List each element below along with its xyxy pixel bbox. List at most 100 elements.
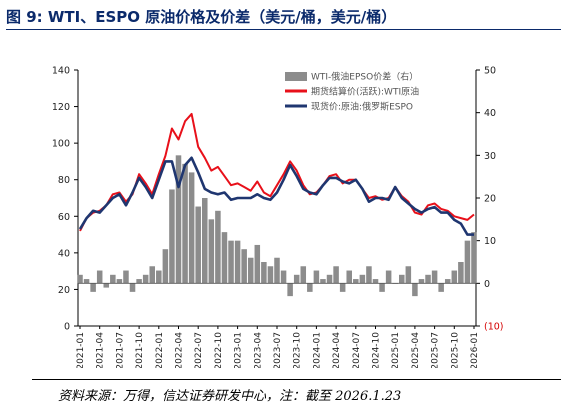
legend-swatch-spread [285,72,307,81]
x-tick-label: 2025-04 [411,332,421,368]
spread-bar [444,279,451,284]
x-tick-label: 2023-10 [293,332,303,368]
spread-bar [431,270,438,284]
right-tick-label: (10) [484,322,504,333]
right-tick-label: 10 [484,236,496,247]
spread-bar [458,262,464,284]
right-tick-label: 0 [484,279,490,290]
spread-bar [228,240,234,284]
legend: WTI-俄油EPSO价差（右） 期货结算价(活跃):WTI原油现货价:原油:俄罗斯… [285,71,419,113]
spread-bars [77,155,477,297]
spread-bar [339,283,346,292]
left-axis: 0 20 40 60 80 100 120 140 [52,66,79,333]
spread-bar [110,274,116,284]
right-tick-label: 50 [484,66,496,77]
right-tick-label: 30 [484,151,496,162]
spread-bar [215,210,221,284]
spread-bar [261,262,267,284]
footer-divider [32,379,561,380]
spread-bar [287,283,293,297]
x-tick-label: 2021-01 [76,332,86,368]
spread-bar [293,274,300,284]
left-tick-label: 0 [64,322,70,333]
x-tick-label: 2024-04 [332,332,342,368]
right-tick-label: 20 [484,194,496,205]
spread-bar [267,266,274,284]
spread-bar [280,270,287,284]
x-tick-label: 2022-04 [175,332,185,368]
x-tick-label: 2026-01 [470,332,480,368]
spread-bar [451,270,458,284]
spread-bar [425,274,431,284]
x-axis: 2021-01 2021-04 2021-07 2021-10 2022-01 2022-… [76,325,480,368]
x-tick-label: 2025-07 [431,332,441,368]
spread-bar [346,270,352,284]
x-tick-label: 2023-01 [234,332,244,368]
spread-bar [221,232,228,284]
x-tick-label: 2022-10 [214,332,224,368]
spread-bar [142,274,149,284]
x-tick-label: 2021-10 [135,332,145,368]
spread-bar [300,266,307,284]
spread-bar [182,163,188,284]
spread-bar [77,274,83,284]
spread-bar [359,274,366,284]
x-tick-label: 2021-04 [96,332,106,368]
right-tick-label: 40 [484,108,496,119]
spread-bar [156,270,162,284]
legend-label: 现货价:原油:俄罗斯ESPO [311,101,413,113]
spread-bar [96,270,103,284]
spread-bar [372,279,379,284]
spread-bar [418,279,425,284]
wti-futures-line [79,112,475,232]
spread-bar [90,283,96,292]
spread-bar [169,189,175,284]
spread-bar [333,266,339,284]
spread-bar [379,283,385,292]
x-tick-label: 2024-10 [372,332,382,368]
spread-bar [188,172,195,284]
spread-bar [274,257,280,284]
spread-bar [412,283,418,297]
spread-bar [307,283,313,292]
spread-bar [320,279,326,284]
spread-bar [175,155,182,284]
spread-bar [103,283,110,288]
spread-bar [162,249,169,284]
spread-bar [208,219,215,284]
left-tick-label: 120 [52,102,70,113]
spread-bar [83,279,90,284]
spread-bar [234,240,241,284]
x-tick-label: 2021-07 [115,332,125,368]
x-tick-label: 2022-07 [194,332,204,368]
legend-label: WTI-俄油EPSO价差（右） [311,71,418,83]
spread-bar [254,244,261,284]
spread-bar [405,266,412,284]
spread-bar [123,270,129,284]
spread-bar [399,274,405,284]
spread-bar [438,283,444,292]
spread-bar [313,270,320,284]
left-tick-label: 20 [58,285,70,296]
left-tick-label: 100 [52,139,70,150]
chart: 0 20 40 60 80 100 120 140 (10) 0 10 20 30 40 50 2021-… [52,66,504,369]
spread-bar [129,283,136,292]
spread-bar [326,274,333,284]
spread-bar [241,249,247,284]
spread-bar [195,206,201,284]
spread-bar [247,257,254,284]
title-divider [6,29,561,30]
legend-label: 期货结算价(活跃):WTI原油 [311,86,419,98]
left-tick-label: 80 [58,175,70,186]
left-tick-label: 40 [58,248,70,259]
spread-bar [136,279,142,284]
x-tick-label: 2025-01 [391,332,401,368]
spread-bar [464,240,471,284]
spread-bar [353,279,359,284]
espo-spot-line [78,156,474,236]
x-tick-label: 2024-07 [352,332,362,368]
left-tick-label: 60 [58,212,70,223]
x-tick-label: 2023-04 [253,332,263,368]
spread-bar [471,232,477,284]
spread-bar [385,270,392,284]
